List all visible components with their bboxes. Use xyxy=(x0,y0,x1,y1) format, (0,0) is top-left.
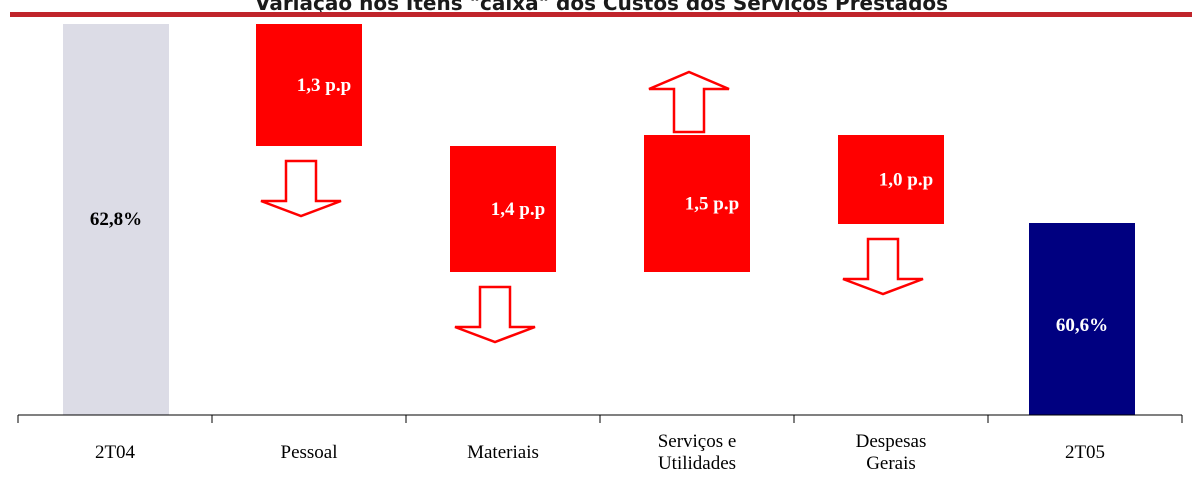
bars-layer xyxy=(63,24,1135,415)
category-label: Serviços e Utilidades xyxy=(658,431,737,474)
delta-bar xyxy=(256,24,362,146)
category-label: Pessoal xyxy=(281,442,338,463)
delta-bar xyxy=(450,146,556,272)
arrow-up-icon xyxy=(648,70,730,134)
delta-value-label: 1,4 p.p xyxy=(491,199,545,220)
delta-value-label: 1,0 p.p xyxy=(879,170,933,191)
arrow-down-icon xyxy=(260,159,342,218)
delta-bar xyxy=(644,135,750,272)
arrows-layer xyxy=(260,70,924,344)
bar-2T04 xyxy=(63,24,169,415)
delta-value-label: 1,3 p.p xyxy=(297,75,351,96)
chart-title: Variação nos Itens "caixa" dos Custos do… xyxy=(254,0,949,15)
category-label: Despesas Gerais xyxy=(856,431,927,474)
title-rule xyxy=(10,12,1192,17)
delta-bar xyxy=(838,135,944,224)
category-label: Materiais xyxy=(467,442,539,463)
category-label: 2T05 xyxy=(1065,442,1105,463)
delta-value-label: 1,5 p.p xyxy=(685,194,739,215)
category-label: 2T04 xyxy=(95,442,136,463)
bar-2T05 xyxy=(1029,223,1135,415)
bar-value-label: 60,6% xyxy=(1056,315,1108,336)
arrow-down-icon xyxy=(454,285,536,344)
labels-layer: 62,8% 1,3 p.p 1,4 p.p 1,5 p.p 1,0 p.p 60,6% 2T… xyxy=(90,75,1108,474)
arrow-down-icon xyxy=(842,237,924,296)
bar-value-label: 62,8% xyxy=(90,209,142,230)
x-axis xyxy=(17,414,1183,423)
